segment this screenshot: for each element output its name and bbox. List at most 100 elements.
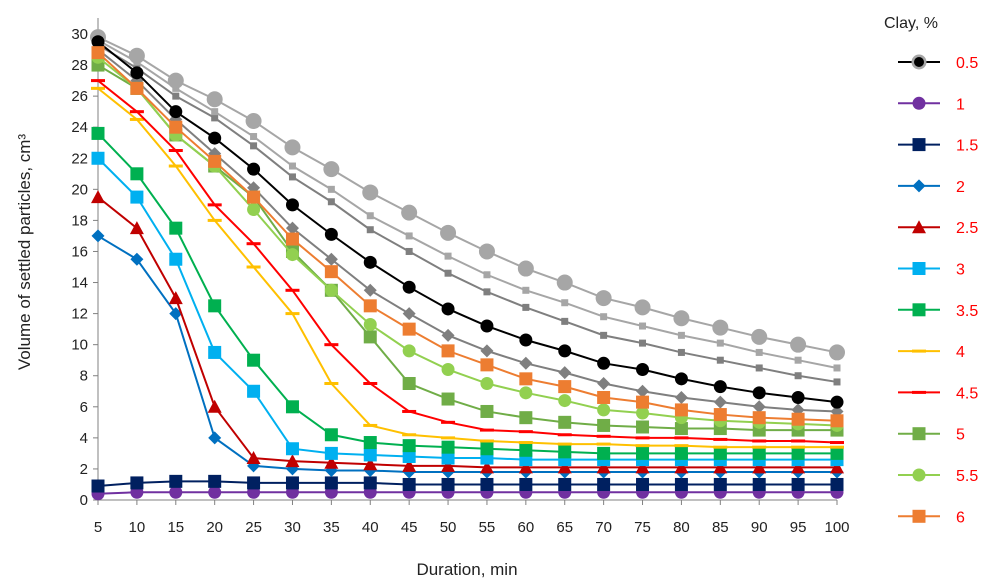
data-point — [790, 336, 807, 353]
data-point — [713, 380, 727, 394]
data-point — [791, 412, 805, 426]
legend-marker — [912, 349, 926, 353]
data-point — [716, 356, 724, 364]
data-point — [208, 474, 222, 488]
data-point — [557, 433, 572, 437]
series-3 — [91, 151, 844, 467]
data-point — [324, 227, 338, 241]
data-point — [519, 356, 533, 370]
series-line — [97, 44, 838, 383]
data-point — [830, 477, 844, 491]
data-point — [362, 184, 379, 201]
data-point — [636, 477, 650, 491]
data-point — [285, 476, 299, 490]
series-4.5 — [91, 79, 844, 445]
data-point — [636, 384, 650, 398]
data-point — [363, 382, 378, 385]
data-point — [519, 443, 533, 457]
data-point — [402, 307, 416, 321]
x-tick-label: 25 — [245, 519, 262, 536]
data-point — [363, 299, 377, 313]
x-tick-label: 55 — [479, 519, 496, 536]
data-point — [363, 448, 377, 462]
y-tick-label: 14 — [71, 275, 88, 292]
data-point — [674, 436, 689, 440]
series-line — [97, 64, 837, 432]
y-tick-label: 16 — [71, 243, 88, 260]
data-point — [402, 409, 417, 413]
y-tick-label: 2 — [80, 461, 88, 478]
data-point — [636, 420, 650, 434]
data-point — [172, 92, 180, 100]
data-point — [130, 252, 144, 266]
series-extra-15 — [90, 29, 845, 361]
data-point — [791, 439, 806, 443]
data-point — [324, 265, 338, 279]
data-point — [597, 418, 611, 432]
data-point — [441, 363, 455, 377]
legend-item-3.5: 3.5 — [898, 303, 978, 320]
data-point — [480, 358, 494, 372]
data-point — [558, 380, 572, 394]
data-point — [441, 344, 455, 358]
data-point — [91, 86, 105, 90]
data-point — [208, 345, 222, 359]
data-point — [597, 377, 611, 390]
data-point — [558, 344, 572, 358]
data-point — [830, 460, 844, 474]
data-point — [167, 72, 184, 89]
series-4 — [91, 86, 844, 449]
data-point — [324, 428, 338, 442]
data-point — [324, 476, 338, 490]
data-point — [556, 274, 573, 291]
data-point — [595, 290, 612, 307]
data-point — [791, 445, 806, 449]
series-2 — [91, 229, 844, 479]
data-point — [440, 224, 457, 241]
data-point — [597, 356, 611, 370]
data-point — [168, 164, 183, 168]
data-point — [830, 414, 844, 428]
data-point — [247, 162, 261, 176]
data-point — [830, 441, 844, 445]
data-point — [247, 353, 261, 367]
data-point — [597, 477, 611, 491]
data-point — [91, 190, 105, 204]
data-point — [673, 310, 690, 327]
data-point — [794, 372, 802, 380]
x-tick-label: 70 — [595, 519, 612, 536]
data-point — [402, 280, 416, 294]
data-point — [130, 190, 144, 204]
data-point — [441, 440, 455, 454]
data-point — [479, 428, 494, 432]
data-point — [635, 436, 650, 440]
data-point — [755, 364, 763, 372]
legend-marker — [912, 468, 926, 482]
data-point — [405, 247, 413, 255]
data-point — [479, 439, 494, 443]
data-point — [441, 436, 456, 440]
data-point — [752, 400, 766, 414]
legend-label: 6 — [956, 509, 965, 526]
data-point — [366, 226, 374, 234]
data-point — [833, 378, 841, 386]
data-point — [558, 477, 572, 491]
series-0.5 — [91, 35, 844, 409]
x-tick-label: 35 — [323, 519, 340, 536]
series-3.5 — [91, 126, 844, 460]
data-point — [169, 485, 183, 499]
x-tick-label: 65 — [556, 519, 573, 536]
data-point — [480, 377, 494, 390]
data-point — [674, 460, 689, 474]
data-point — [597, 390, 611, 404]
data-point — [247, 190, 261, 204]
data-point — [169, 221, 183, 235]
series-line — [97, 39, 838, 369]
data-point — [169, 105, 183, 119]
data-point — [636, 446, 650, 460]
data-point — [557, 460, 572, 474]
data-point — [363, 436, 377, 450]
data-point — [208, 485, 222, 499]
data-point — [363, 283, 377, 297]
